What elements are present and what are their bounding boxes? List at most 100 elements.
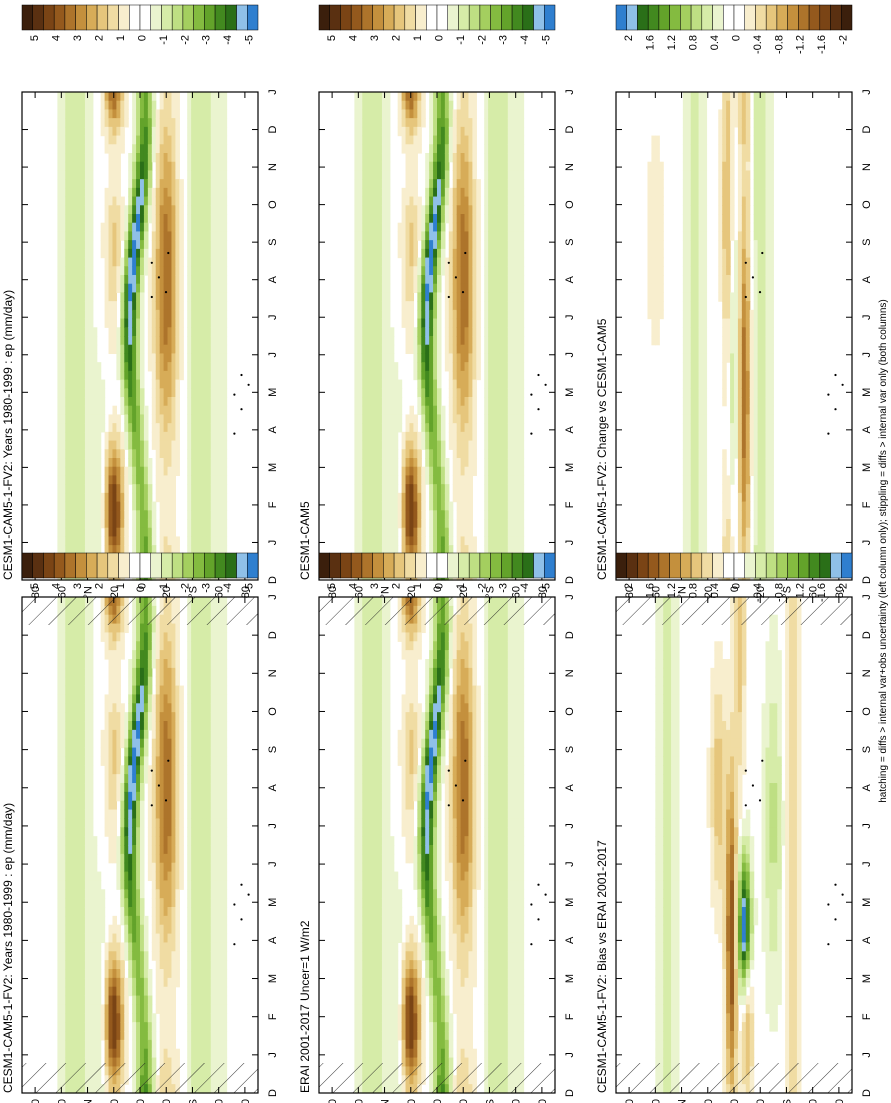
field-cell [104,738,110,749]
month-tick-label: M [267,388,279,397]
field-cell [120,309,125,320]
field-cell [104,650,110,660]
field-cell [132,144,137,154]
field-cell [163,862,169,873]
field-cell [81,1039,86,1050]
field-cell [378,283,383,294]
field-cell [124,492,129,503]
field-cell [159,1039,165,1050]
field-cell [65,1004,70,1014]
field-cell [77,915,82,926]
field-cell [175,818,180,828]
field-cell [163,986,169,997]
field-cell [163,977,169,988]
field-cell [151,353,157,363]
field-cell [202,109,208,119]
field-cell [385,388,391,398]
field-cell [57,1013,62,1023]
field-cell [163,153,169,163]
field-cell [57,809,62,820]
field-cell [199,659,204,669]
field-cell [108,301,114,311]
field-cell [385,344,391,355]
field-cell [84,170,90,180]
field-cell [202,431,208,442]
field-cell [112,414,117,424]
field-cell [167,995,173,1006]
field-cell [73,257,78,267]
field-cell [218,170,224,180]
field-cell [104,501,110,511]
field-cell [159,144,165,154]
month-tick-label: M [267,898,279,907]
field-cell [187,501,192,511]
field-cell [88,933,94,944]
field-cell [108,144,114,154]
field-cell [120,458,125,468]
field-cell [88,969,94,979]
field-cell [214,836,220,846]
field-cell [206,179,212,189]
field-cell [132,370,137,381]
field-cell [132,1039,137,1050]
field-cell [96,933,102,944]
field-cell [132,791,137,802]
field-cell [199,933,204,944]
field-cell [210,144,216,154]
field-cell [104,536,110,546]
field-cell [61,889,66,899]
field-cell [65,475,70,485]
field-cell [112,187,117,198]
field-cell [124,1057,129,1068]
field-cell [104,301,110,311]
field-cell [385,92,391,102]
field-cell [175,187,180,198]
field-cell [222,1031,228,1041]
field-cell [195,623,200,634]
field-cell [104,995,110,1006]
field-cell [140,492,145,503]
field-cell [195,222,200,233]
field-cell [84,1004,90,1014]
field-cell [191,510,196,520]
field-cell [163,641,169,651]
field-cell [65,283,70,294]
colorbar-swatch [43,4,55,31]
field-cell [140,641,145,651]
field-cell [128,309,133,320]
field-cell [187,969,192,979]
field-cell [171,187,176,198]
field-cell [358,257,363,267]
field-cell [116,100,121,111]
field-cell [128,353,133,363]
field-cell [179,222,184,233]
field-cell [84,135,90,145]
field-cell [159,466,165,477]
field-cell [88,170,94,180]
field-cell [108,986,114,997]
field-cell [65,266,70,276]
field-cell [187,370,192,381]
field-cell [69,214,74,224]
field-cell [378,536,383,546]
field-cell [218,510,224,520]
field-cell [128,370,133,381]
field-cell [151,309,157,320]
field-cell [151,144,157,154]
field-cell [147,545,153,555]
field-cell [385,370,391,381]
field-cell [374,362,379,372]
field-cell [155,659,161,669]
field-cell [195,92,200,102]
field-cell [206,632,212,642]
field-cell [155,170,161,180]
field-cell [195,1057,200,1068]
field-cell [92,344,98,355]
field-cell [374,484,379,494]
field-cell [171,458,176,468]
field-cell [378,545,383,555]
field-cell [175,951,180,961]
field-cell [147,344,153,355]
field-cell [202,362,208,372]
field-cell [61,492,66,503]
